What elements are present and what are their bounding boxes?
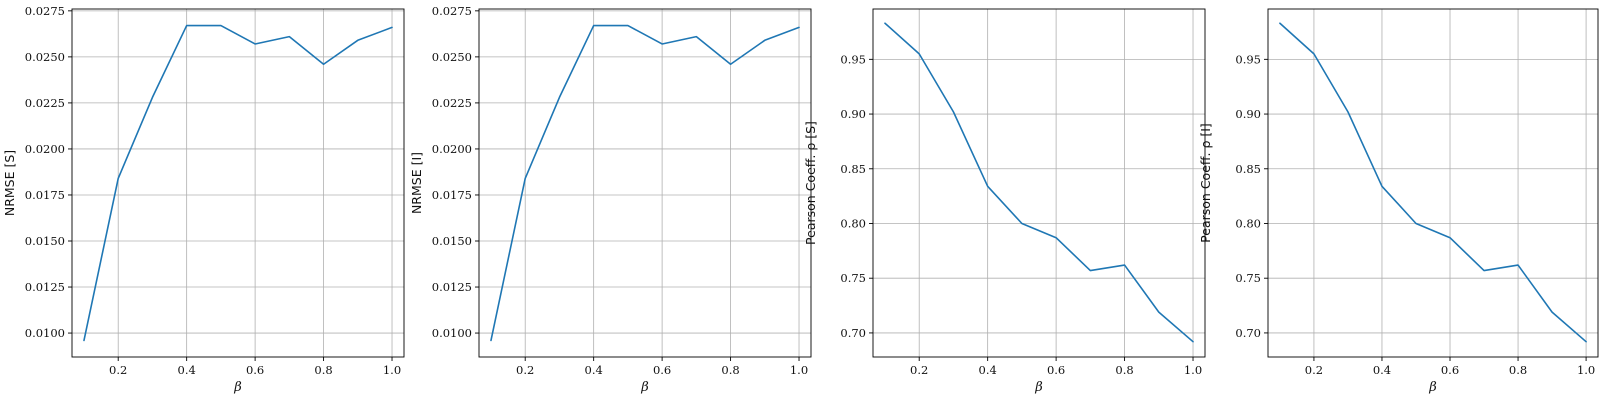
series-line: [884, 22, 1194, 343]
y-tick-label: 0.90: [840, 107, 866, 121]
y-tick-label: 0.80: [1235, 216, 1261, 230]
y-tick-label: 0.0175: [432, 188, 472, 202]
y-axis-label: Pearson Coeff. ρ [I]: [1198, 123, 1213, 243]
y-tick-label: 0.0125: [432, 280, 472, 294]
x-axis-label: β: [1034, 380, 1043, 395]
x-tick-label: 1.0: [1577, 363, 1595, 377]
y-tick-label: 0.70: [1235, 326, 1261, 340]
x-tick-label: 0.4: [979, 363, 997, 377]
y-tick-label: 0.0275: [432, 4, 472, 18]
y-tick-label: 0.0150: [432, 234, 472, 248]
chart-panel-2: 0.2 0.4 0.6 0.8 1.0 0.0100 0.0125 0.0150 0.0175 0…: [409, 4, 812, 395]
y-tick-label: 0.95: [840, 52, 866, 66]
y-tick-label: 0.0150: [25, 234, 65, 248]
y-tick-label: 0.0125: [25, 280, 65, 294]
series-line: [1279, 22, 1587, 343]
y-tick-label: 0.0225: [432, 96, 472, 110]
x-axis-label: β: [640, 380, 649, 395]
chart-panel-3: 0.2 0.4 0.6 0.8 1.0 0.70 0.75 0.80 0.85 0.90 0.95 β…: [803, 8, 1206, 395]
series-line: [83, 24, 393, 342]
y-axis-label: NRMSE [I]: [409, 152, 424, 214]
y-tick-label: 0.0100: [432, 326, 472, 340]
x-tick-label: 0.6: [653, 363, 671, 377]
y-tick-label: 0.0200: [25, 142, 65, 156]
y-tick-label: 0.90: [1235, 107, 1261, 121]
y-tick-label: 0.80: [840, 216, 866, 230]
y-tick-label: 0.0275: [25, 4, 65, 18]
x-tick-label: 0.2: [1305, 363, 1323, 377]
y-tick-label: 0.75: [1235, 271, 1261, 285]
plot-frame: [71, 8, 405, 358]
x-tick-label: 0.2: [516, 363, 534, 377]
x-tick-label: 0.4: [178, 363, 196, 377]
x-tick-label: 0.4: [1373, 363, 1391, 377]
y-tick-label: 0.0100: [25, 326, 65, 340]
y-tick-label: 0.0250: [25, 50, 65, 64]
y-tick-label: 0.95: [1235, 52, 1261, 66]
plot-frame: [1267, 8, 1599, 358]
y-tick-label: 0.75: [840, 271, 866, 285]
x-tick-label: 0.4: [585, 363, 603, 377]
x-axis-label: β: [233, 380, 242, 395]
x-tick-label: 1.0: [1184, 363, 1202, 377]
x-tick-label: 0.2: [910, 363, 928, 377]
x-tick-label: 1.0: [790, 363, 808, 377]
plot-frame: [478, 8, 812, 358]
x-tick-label: 0.6: [246, 363, 264, 377]
y-tick-label: 0.85: [840, 162, 866, 176]
y-tick-label: 0.70: [840, 326, 866, 340]
series-line: [490, 24, 800, 342]
y-tick-label: 0.0200: [432, 142, 472, 156]
x-tick-label: 1.0: [383, 363, 401, 377]
x-tick-label: 0.8: [1115, 363, 1133, 377]
y-tick-label: 0.0225: [25, 96, 65, 110]
y-axis-label: Pearson Coeff. ρ [S]: [803, 121, 818, 245]
chart-panel-4: 0.2 0.4 0.6 0.8 1.0 0.70 0.75 0.80 0.85 0.90 0.95 β…: [1198, 8, 1599, 395]
x-axis-label: β: [1428, 380, 1437, 395]
y-tick-label: 0.85: [1235, 162, 1261, 176]
chart-panel-1: 0.2 0.4 0.6 0.8 1.0 0.0100 0.0125 0.0150 0.0175 0…: [2, 4, 405, 395]
y-axis-label: NRMSE [S]: [2, 150, 17, 216]
plot-frame: [872, 8, 1206, 358]
x-tick-label: 0.8: [314, 363, 332, 377]
x-tick-label: 0.6: [1441, 363, 1459, 377]
y-tick-label: 0.0250: [432, 50, 472, 64]
y-tick-label: 0.0175: [25, 188, 65, 202]
x-tick-label: 0.2: [109, 363, 127, 377]
x-tick-label: 0.8: [1509, 363, 1527, 377]
x-tick-label: 0.6: [1047, 363, 1065, 377]
x-tick-label: 0.8: [721, 363, 739, 377]
